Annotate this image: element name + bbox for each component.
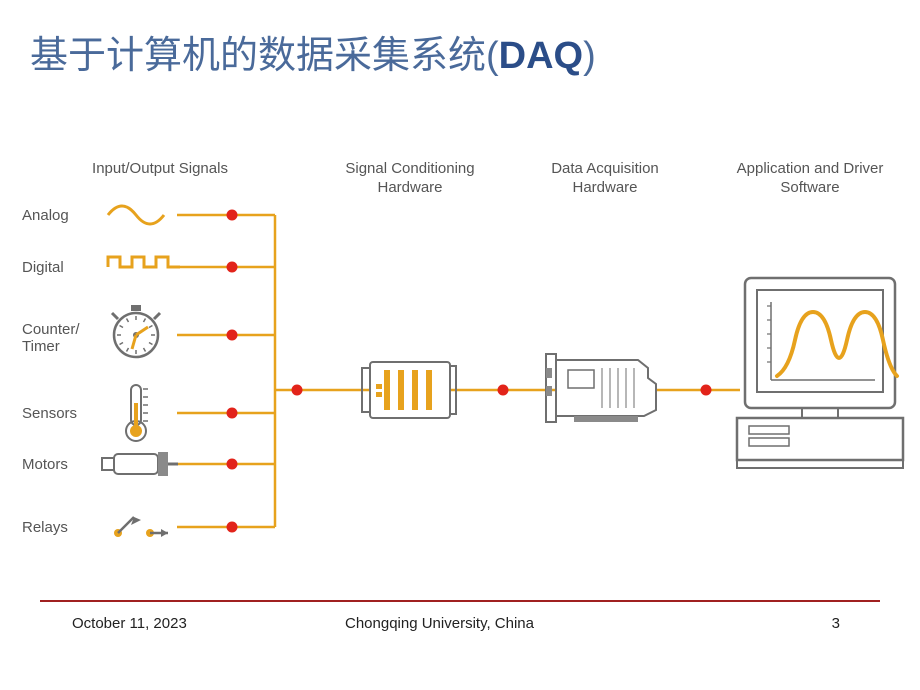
signal-label-timer: Counter/Timer (22, 321, 80, 355)
signal-label-motors: Motors (22, 456, 68, 473)
stage-label-cond: Signal ConditioningHardware (325, 160, 495, 198)
stage-label-app: Application and DriverSoftware (725, 160, 895, 198)
signal-label-analog: Analog (22, 207, 69, 224)
signal-label-relays: Relays (22, 519, 68, 536)
footer-page: 3 (832, 615, 840, 632)
stage-label-daq: Data AcquisitionHardware (520, 160, 690, 198)
footer-university: Chongqing University, China (345, 615, 534, 632)
signal-label-sensors: Sensors (22, 405, 77, 422)
footer-date: October 11, 2023 (72, 615, 187, 632)
footer-rule (40, 600, 880, 602)
signal-label-digital: Digital (22, 259, 64, 276)
stage-label-io: Input/Output Signals (75, 160, 245, 179)
daq-diagram (0, 0, 920, 600)
